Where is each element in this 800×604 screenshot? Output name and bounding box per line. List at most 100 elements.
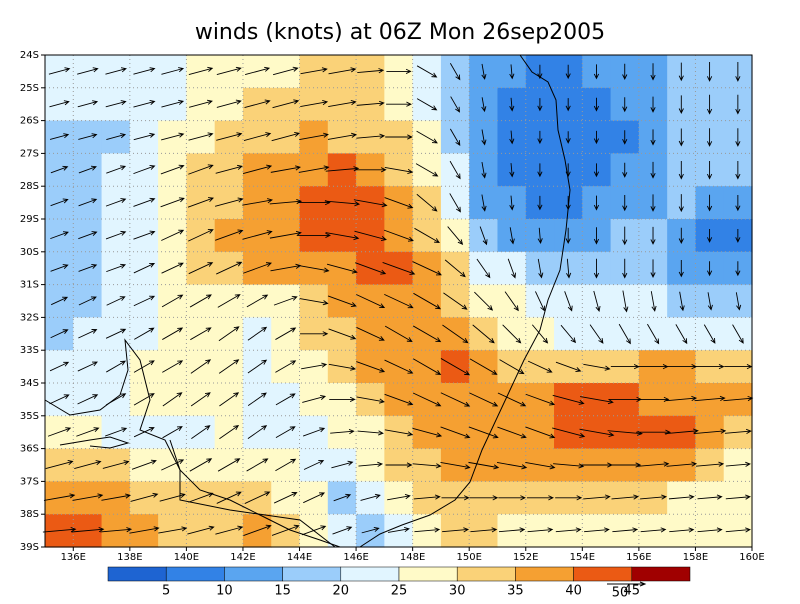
wind-arrow xyxy=(385,462,413,468)
wind-arrow xyxy=(553,463,585,469)
wind-vectors xyxy=(42,62,754,536)
wind-arrow xyxy=(189,99,213,108)
wind-arrow xyxy=(360,493,381,501)
x-tick-label: 144E xyxy=(287,552,312,563)
wind-arrow xyxy=(190,327,212,341)
wind-arrow xyxy=(106,296,126,306)
wind-arrow xyxy=(531,324,549,344)
wind-arrow xyxy=(327,132,357,140)
wind-arrow xyxy=(78,165,97,174)
wind-arrow xyxy=(101,493,131,501)
wind-arrow xyxy=(133,393,155,406)
wind-arrow xyxy=(479,226,488,246)
wind-arrow xyxy=(583,494,611,500)
wind-arrow xyxy=(105,198,127,207)
wind-arrow xyxy=(537,227,543,245)
wind-arrow xyxy=(328,328,357,340)
wind-arrow xyxy=(537,163,543,178)
wind-arrow xyxy=(735,261,741,277)
wind-arrow xyxy=(593,258,600,279)
wind-arrow xyxy=(618,323,631,345)
wind-arrow xyxy=(188,492,214,503)
wind-arrow xyxy=(416,193,438,212)
wind-arrow xyxy=(706,261,713,277)
wind-arrow xyxy=(678,161,684,180)
wind-arrow xyxy=(416,130,438,144)
wind-arrow xyxy=(331,460,354,469)
colorbar-swatch xyxy=(107,566,167,582)
wind-arrow xyxy=(732,324,744,344)
wind-arrow xyxy=(507,258,516,279)
wind-arrow xyxy=(77,100,99,108)
wind-arrow xyxy=(50,198,69,207)
wind-arrow xyxy=(247,425,268,439)
wind-arrow xyxy=(650,129,656,146)
wind-arrow xyxy=(247,326,268,341)
wind-arrow xyxy=(299,132,329,140)
wind-arrow xyxy=(188,262,214,275)
wind-arrow xyxy=(735,292,742,311)
wind-arrow xyxy=(189,458,213,472)
colorbar-label: 40 xyxy=(565,584,582,599)
wind-arrow xyxy=(647,323,660,345)
wind-arrow xyxy=(162,426,183,439)
colorbar-label: 35 xyxy=(507,584,524,599)
wind-arrow xyxy=(468,461,500,470)
wind-arrow xyxy=(245,66,271,76)
wind-arrow xyxy=(622,97,628,113)
y-tick-label: 35S xyxy=(20,411,39,422)
wind-arrow xyxy=(622,63,628,81)
wind-arrow xyxy=(333,493,352,502)
wind-arrow xyxy=(72,493,104,501)
wind-arrow xyxy=(134,327,155,340)
border xyxy=(169,439,336,548)
wind-arrow xyxy=(42,526,77,533)
wind-arrow xyxy=(725,494,751,500)
x-tick-label: 154E xyxy=(570,552,595,563)
wind-arrow xyxy=(735,195,741,212)
wind-arrow xyxy=(413,292,442,310)
wind-arrow xyxy=(450,96,460,113)
wind-arrow xyxy=(356,294,386,309)
wind-arrow xyxy=(565,64,571,80)
wind-arrow xyxy=(509,227,515,245)
wind-arrow xyxy=(637,461,670,467)
wind-arrow xyxy=(78,198,98,207)
x-tick-label: 152E xyxy=(513,552,538,563)
wind-arrow xyxy=(105,67,127,75)
wind-arrow xyxy=(242,164,273,174)
wind-arrow xyxy=(593,227,600,245)
wind-arrow xyxy=(161,99,185,108)
wind-arrow xyxy=(706,62,713,82)
wind-arrow xyxy=(300,100,329,108)
y-tick-label: 24S xyxy=(20,50,39,61)
wind-arrow xyxy=(298,165,330,173)
wind-arrow xyxy=(159,493,186,502)
wind-arrow xyxy=(593,130,600,145)
wind-arrow xyxy=(440,426,471,439)
wind-arrow xyxy=(299,298,329,306)
colorbar-label: 10 xyxy=(216,584,233,599)
wind-arrow xyxy=(504,291,519,312)
wind-arrow xyxy=(275,426,296,439)
wind-arrow xyxy=(650,63,656,81)
wind-arrow xyxy=(273,492,298,504)
wind-arrow xyxy=(77,67,99,75)
wind-arrow xyxy=(384,293,414,309)
wind-arrow xyxy=(215,164,243,174)
wind-arrow xyxy=(679,291,685,312)
wind-arrow xyxy=(387,526,410,533)
wind-arrow xyxy=(412,325,442,343)
chart-title: winds (knots) at 06Z Mon 26sep2005 xyxy=(195,20,605,45)
wind-arrow xyxy=(449,128,461,147)
x-tick-label: 156E xyxy=(626,552,651,563)
wind-arrow xyxy=(724,364,753,370)
wind-arrow xyxy=(242,230,273,240)
wind-arrow xyxy=(161,229,185,241)
wind-arrow xyxy=(214,197,244,207)
wind-arrow xyxy=(695,364,725,370)
wind-arrow xyxy=(106,360,127,373)
wind-arrow xyxy=(300,67,328,75)
wind-arrow xyxy=(412,392,442,407)
wind-arrow xyxy=(497,392,527,407)
